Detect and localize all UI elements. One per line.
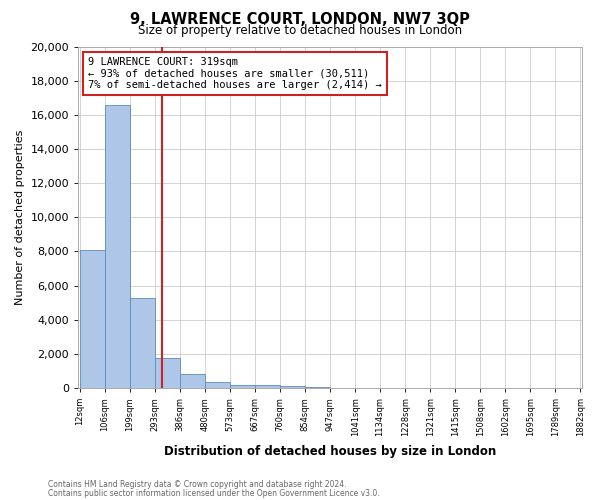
Text: Size of property relative to detached houses in London: Size of property relative to detached ho… xyxy=(138,24,462,37)
Bar xyxy=(180,374,205,388)
Y-axis label: Number of detached properties: Number of detached properties xyxy=(15,130,25,305)
Bar xyxy=(155,358,180,388)
Text: Contains public sector information licensed under the Open Government Licence v3: Contains public sector information licen… xyxy=(48,489,380,498)
Bar xyxy=(105,104,130,388)
Text: 9 LAWRENCE COURT: 319sqm
← 93% of detached houses are smaller (30,511)
7% of sem: 9 LAWRENCE COURT: 319sqm ← 93% of detach… xyxy=(88,56,382,90)
Text: Contains HM Land Registry data © Crown copyright and database right 2024.: Contains HM Land Registry data © Crown c… xyxy=(48,480,347,489)
X-axis label: Distribution of detached houses by size in London: Distribution of detached houses by size … xyxy=(164,444,496,458)
Bar xyxy=(255,386,280,388)
Bar xyxy=(130,298,155,388)
Bar xyxy=(230,384,255,388)
Bar xyxy=(305,387,330,388)
Bar xyxy=(205,382,230,388)
Text: 9, LAWRENCE COURT, LONDON, NW7 3QP: 9, LAWRENCE COURT, LONDON, NW7 3QP xyxy=(130,12,470,28)
Bar xyxy=(280,386,305,388)
Bar xyxy=(80,250,105,388)
